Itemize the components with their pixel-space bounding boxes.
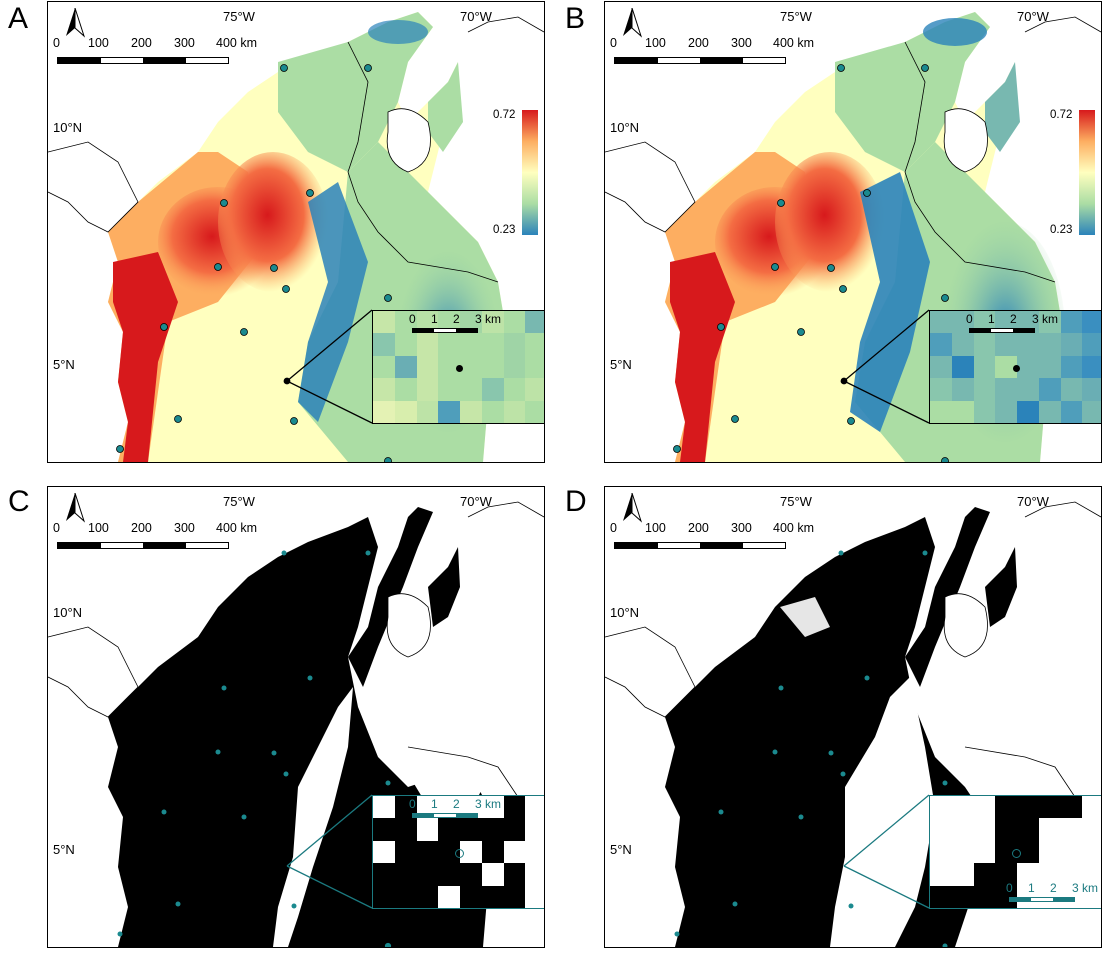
scale-label-400: 400 km bbox=[773, 521, 814, 535]
inset-point bbox=[456, 365, 463, 372]
scale-label-100: 100 bbox=[88, 521, 109, 535]
scale-bar bbox=[614, 542, 786, 549]
sample-points bbox=[117, 550, 392, 947]
lat-label-10n: 10°N bbox=[53, 605, 83, 620]
legend-max: 0.72 bbox=[1050, 109, 1073, 121]
lake-maracaibo bbox=[386, 108, 431, 173]
scale-label-300: 300 bbox=[174, 521, 195, 535]
scale-bar bbox=[57, 57, 229, 64]
inset-scale-3km: 3 km bbox=[1032, 312, 1059, 326]
inset-scale-3km: 3 km bbox=[475, 312, 502, 326]
map-panel-d: 75°W 70°W 10°N 5°N 0 100 200 300 400 km … bbox=[604, 486, 1102, 948]
inset-scale-1: 1 bbox=[988, 312, 995, 326]
inset-scale-bar bbox=[412, 813, 478, 818]
north-arrow-icon bbox=[66, 493, 86, 523]
inset-scale-1: 1 bbox=[1028, 881, 1035, 895]
panel-letter-a: A bbox=[8, 2, 29, 35]
inset-scale-2: 2 bbox=[453, 797, 460, 811]
panel-letter-d: D bbox=[565, 485, 587, 518]
legend-min: 0.23 bbox=[493, 224, 516, 236]
inset-point bbox=[1012, 849, 1021, 858]
inset-point bbox=[1013, 365, 1020, 372]
inset-scale-2: 2 bbox=[1050, 881, 1057, 895]
zoom-inset-b: 0 1 2 3 km bbox=[929, 310, 1101, 424]
inset-scale-1: 1 bbox=[431, 312, 438, 326]
zoom-inset-a: 0 1 2 3 km bbox=[372, 310, 544, 424]
lat-label-5n: 5°N bbox=[53, 842, 75, 857]
scale-label-100: 100 bbox=[645, 521, 666, 535]
lon-label-70w: 70°W bbox=[460, 9, 492, 24]
north-arrow-icon bbox=[623, 8, 643, 38]
scale-label-300: 300 bbox=[174, 36, 195, 50]
lon-label-70w: 70°W bbox=[1017, 9, 1049, 24]
inset-grid bbox=[930, 311, 1101, 423]
scale-label-0: 0 bbox=[610, 36, 617, 50]
map-panel-b: 75°W 70°W 10°N 5°N 0 100 200 300 400 km … bbox=[604, 1, 1102, 463]
panel-letter-b: B bbox=[565, 2, 586, 35]
north-arrow-icon bbox=[623, 493, 643, 523]
legend-colorbar bbox=[522, 110, 538, 235]
lat-label-10n: 10°N bbox=[53, 120, 83, 135]
map-panel-c: 75°W 70°W 10°N 5°N 0 100 200 300 400 km … bbox=[47, 486, 545, 948]
inset-grid bbox=[930, 796, 1101, 908]
scale-label-200: 200 bbox=[131, 521, 152, 535]
inset-scale-2: 2 bbox=[453, 312, 460, 326]
scale-label-0: 0 bbox=[610, 521, 617, 535]
zoom-inset-d: 0 1 2 3 km bbox=[929, 795, 1101, 909]
legend-max: 0.72 bbox=[493, 109, 516, 121]
map-d-canvas bbox=[605, 501, 1101, 947]
lon-label-75w: 75°W bbox=[780, 9, 812, 24]
inset-grid bbox=[373, 796, 544, 908]
scale-label-0: 0 bbox=[53, 521, 60, 535]
map-panel-a: 75°W 70°W 10°N 5°N 0 100 200 300 400 km … bbox=[47, 1, 545, 463]
lon-label-70w: 70°W bbox=[460, 494, 492, 509]
lat-label-10n: 10°N bbox=[610, 120, 640, 135]
scale-bar bbox=[57, 542, 229, 549]
north-arrow-icon bbox=[66, 8, 86, 38]
scale-label-200: 200 bbox=[688, 36, 709, 50]
lon-label-75w: 75°W bbox=[223, 9, 255, 24]
scale-label-400: 400 km bbox=[216, 521, 257, 535]
inset-point bbox=[455, 849, 464, 858]
lat-label-5n: 5°N bbox=[53, 357, 75, 372]
inset-scale-1: 1 bbox=[431, 797, 438, 811]
legend-colorbar bbox=[1079, 110, 1095, 235]
scale-label-300: 300 bbox=[731, 521, 752, 535]
scale-label-300: 300 bbox=[731, 36, 752, 50]
lat-label-5n: 5°N bbox=[610, 357, 632, 372]
lat-label-5n: 5°N bbox=[610, 842, 632, 857]
inset-scale-2: 2 bbox=[1010, 312, 1017, 326]
inset-scale-0: 0 bbox=[966, 312, 973, 326]
scale-label-400: 400 km bbox=[216, 36, 257, 50]
inset-scale-0: 0 bbox=[409, 797, 416, 811]
sample-points bbox=[116, 64, 392, 462]
lon-label-75w: 75°W bbox=[780, 494, 812, 509]
panel-letter-c: C bbox=[8, 485, 30, 518]
inset-scale-bar bbox=[1009, 897, 1075, 902]
scale-label-100: 100 bbox=[645, 36, 666, 50]
lon-label-75w: 75°W bbox=[223, 494, 255, 509]
sample-points bbox=[674, 550, 948, 947]
scale-label-200: 200 bbox=[131, 36, 152, 50]
sample-points bbox=[673, 64, 949, 462]
inset-scale-0: 0 bbox=[409, 312, 416, 326]
inset-scale-bar bbox=[969, 328, 1035, 333]
lat-label-10n: 10°N bbox=[610, 605, 640, 620]
inset-scale-0: 0 bbox=[1006, 881, 1013, 895]
inset-scale-3km: 3 km bbox=[475, 797, 502, 811]
zoom-inset-c: 0 1 2 3 km bbox=[372, 795, 544, 909]
scale-bar bbox=[614, 57, 786, 64]
scale-label-100: 100 bbox=[88, 36, 109, 50]
scale-label-0: 0 bbox=[53, 36, 60, 50]
scale-label-200: 200 bbox=[688, 521, 709, 535]
inset-scale-bar bbox=[412, 328, 478, 333]
inset-grid bbox=[373, 311, 544, 423]
scale-label-400: 400 km bbox=[773, 36, 814, 50]
lon-label-70w: 70°W bbox=[1017, 494, 1049, 509]
inset-scale-3km: 3 km bbox=[1072, 881, 1099, 895]
legend-min: 0.23 bbox=[1050, 224, 1073, 236]
